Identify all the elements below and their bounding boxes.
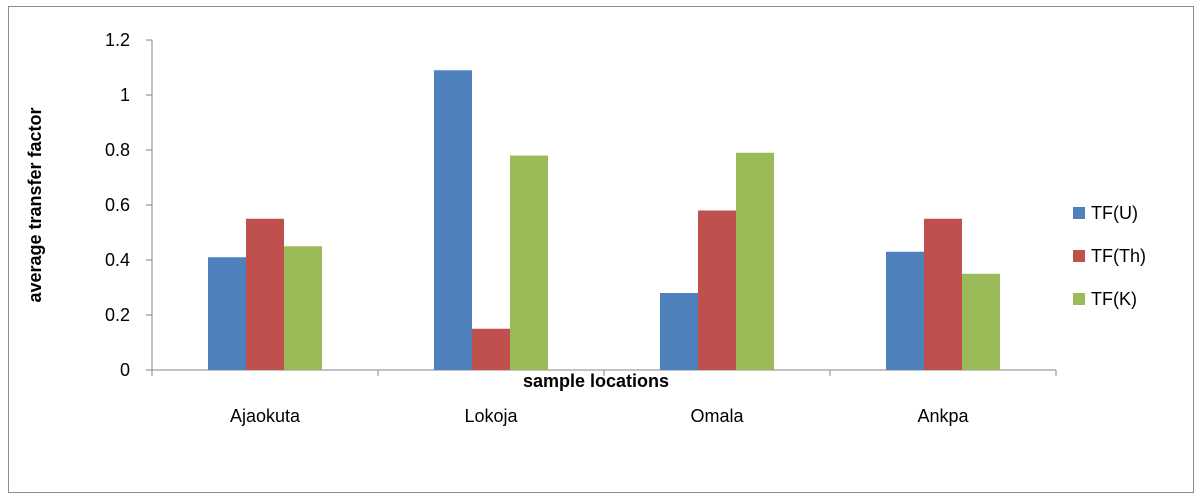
x-tick-label: Ajaokuta: [230, 406, 301, 426]
bar: [208, 257, 246, 370]
legend-label: TF(K): [1091, 289, 1137, 309]
bar: [284, 246, 322, 370]
x-tick-label: Ankpa: [917, 406, 969, 426]
bar: [924, 218, 962, 370]
y-tick-label: 0: [120, 360, 130, 380]
legend: TF(U) TF(Th) TF(K): [1073, 203, 1146, 309]
y-tick-label: 0.2: [105, 305, 130, 325]
y-axis: 0 0.2 0.4 0.6 0.8 1 1.2: [105, 30, 153, 380]
y-tick-label: 1: [120, 85, 130, 105]
bar: [962, 273, 1000, 370]
legend-swatch: [1073, 207, 1085, 219]
bar: [660, 293, 698, 370]
bar: [434, 70, 472, 370]
bar: [698, 210, 736, 370]
bar: [472, 328, 510, 370]
chart-frame: [8, 6, 1194, 493]
x-tick-label: Lokoja: [464, 406, 518, 426]
y-tick-label: 0.4: [105, 250, 130, 270]
y-tick-label: 1.2: [105, 30, 130, 50]
y-tick-label: 0.8: [105, 140, 130, 160]
x-tick-label: Omala: [690, 406, 744, 426]
bar: [510, 155, 548, 370]
bar: [886, 251, 924, 370]
legend-swatch: [1073, 293, 1085, 305]
bar: [246, 218, 284, 370]
bar: [736, 152, 774, 370]
legend-label: TF(Th): [1091, 246, 1146, 266]
legend-swatch: [1073, 250, 1085, 262]
x-axis-title: sample locations: [523, 371, 669, 391]
bars: [208, 70, 1000, 370]
y-tick-label: 0.6: [105, 195, 130, 215]
legend-label: TF(U): [1091, 203, 1138, 223]
y-axis-title: average transfer factor: [25, 107, 45, 302]
